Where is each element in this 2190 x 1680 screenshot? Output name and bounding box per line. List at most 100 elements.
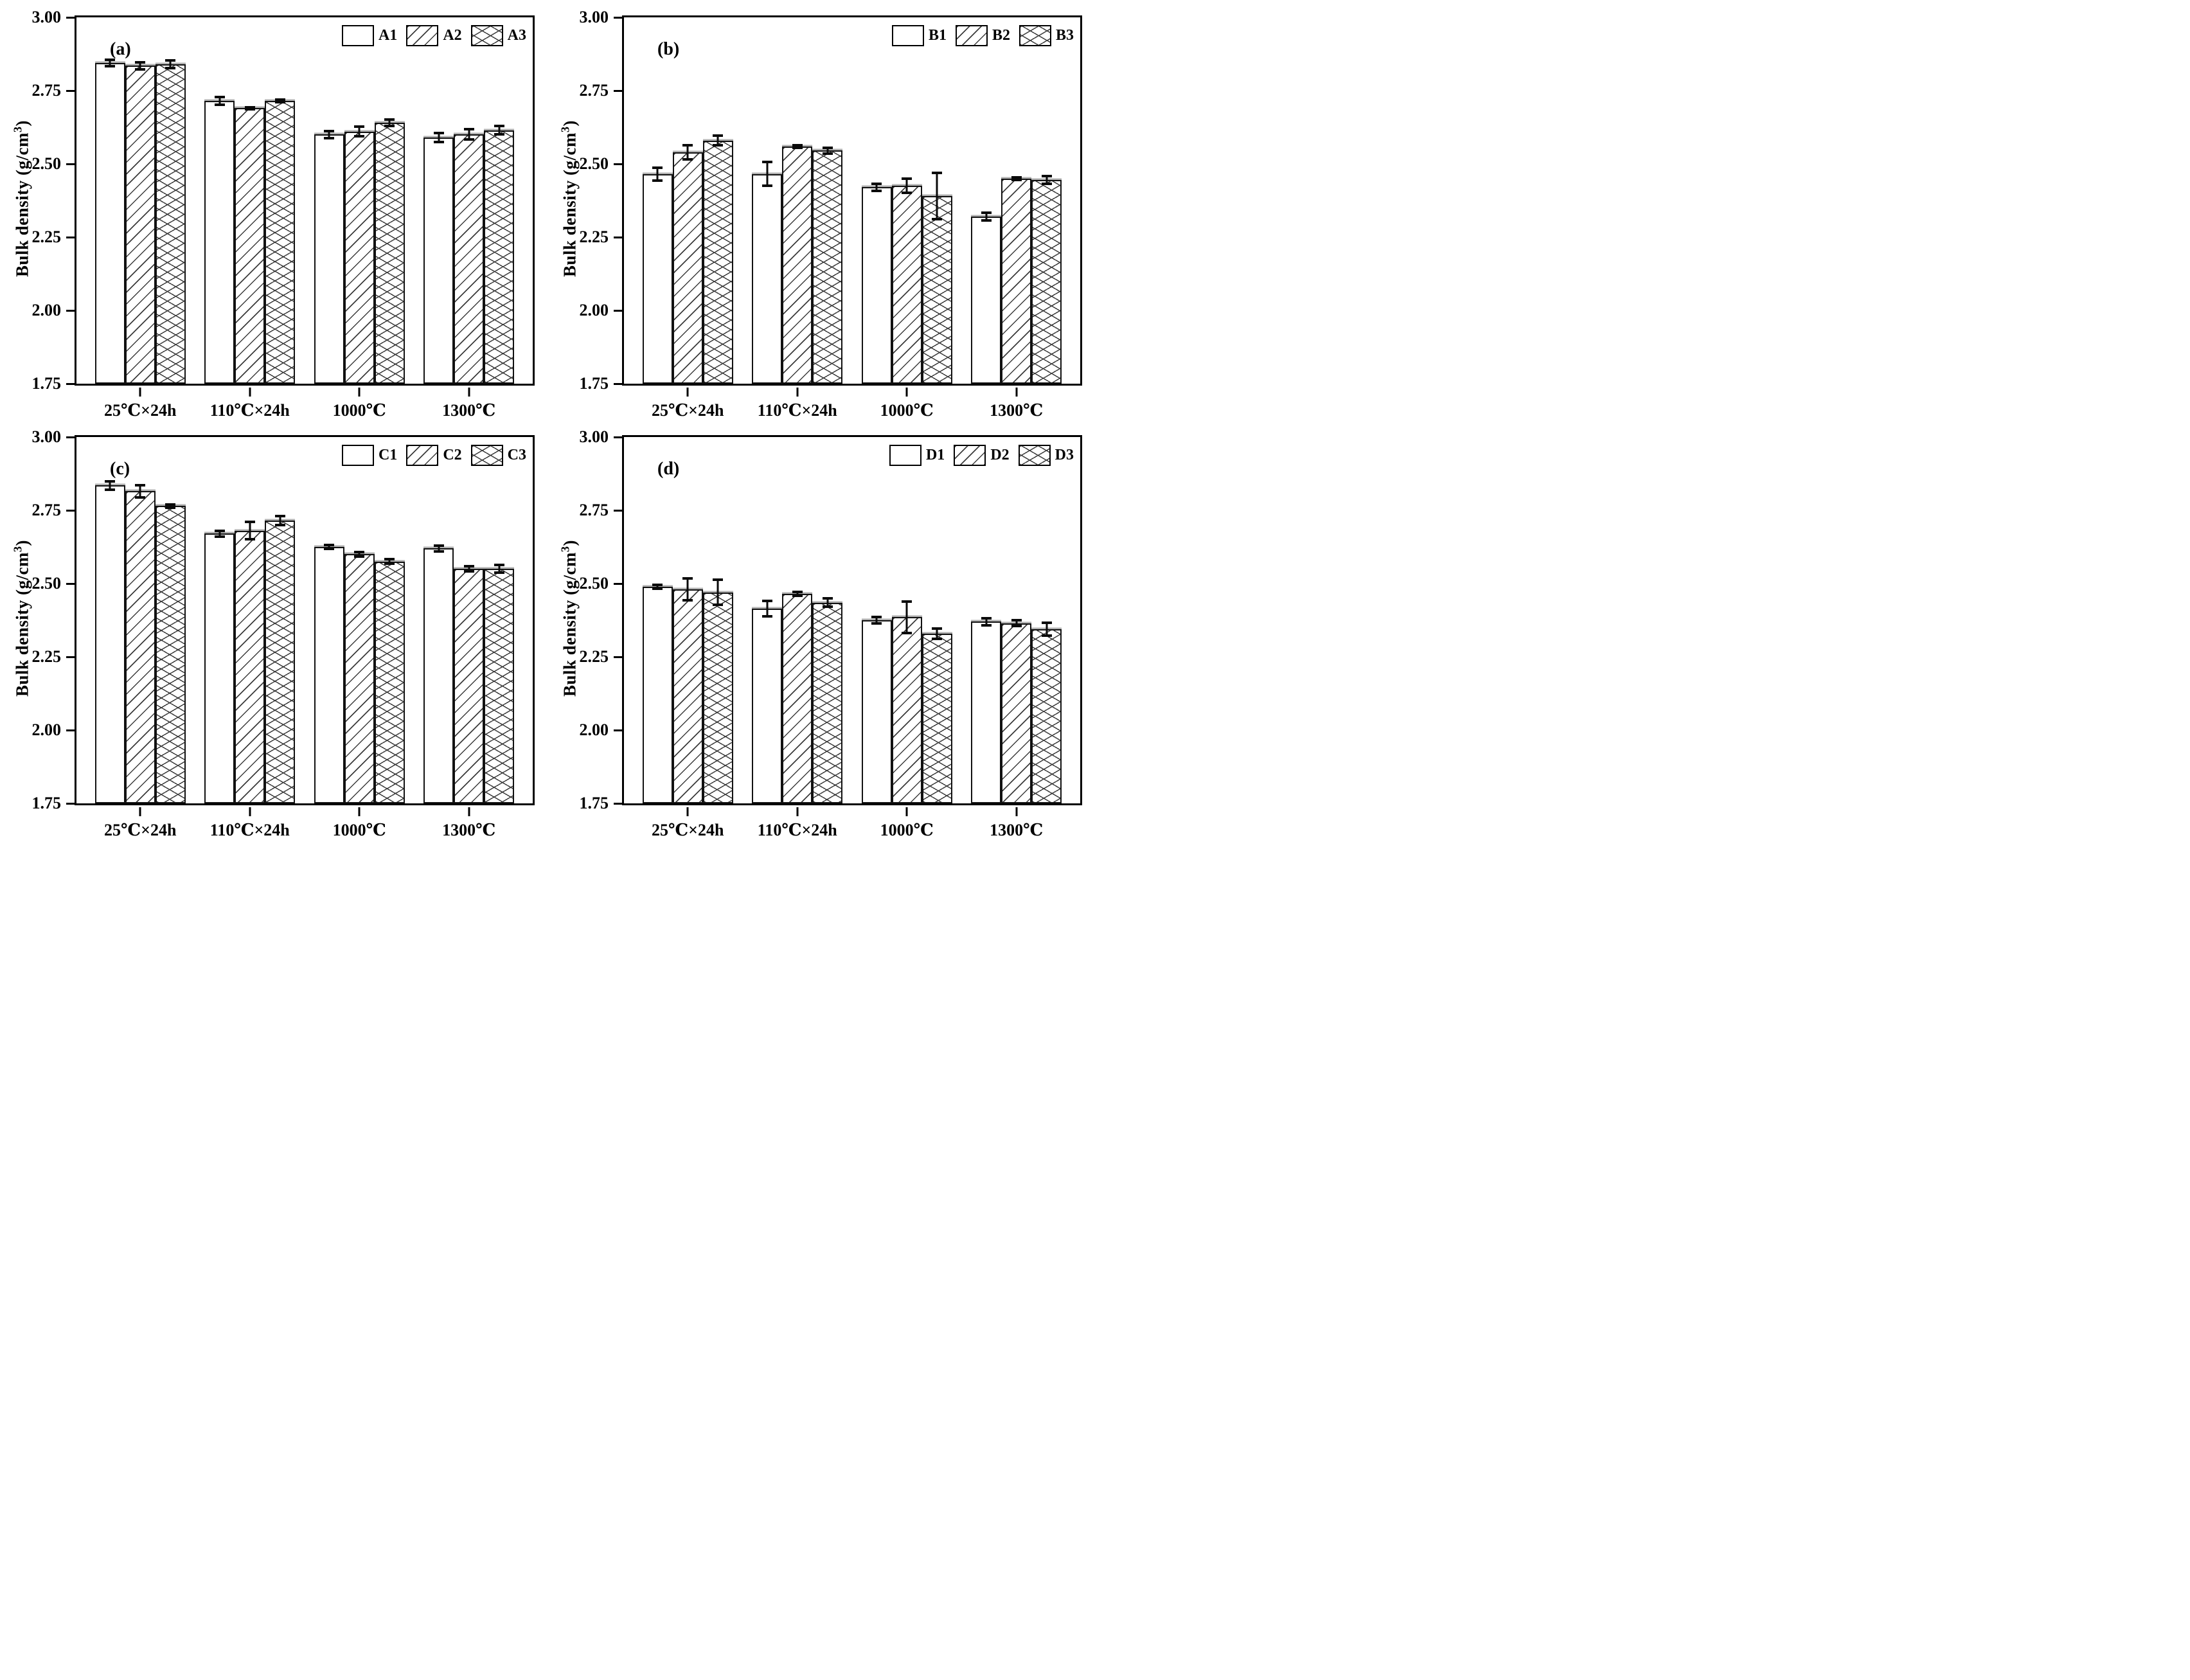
bar-slot xyxy=(454,17,485,384)
y-axis-label-text: Bulk density (g/cm xyxy=(12,551,32,697)
error-bar-cap-top xyxy=(932,172,943,175)
category-group: 25℃×24h xyxy=(85,17,195,420)
error-bar-line xyxy=(328,129,330,140)
category-group: 1300℃ xyxy=(414,437,524,839)
y-tick-mark xyxy=(614,382,622,385)
bar-slot xyxy=(1001,437,1032,803)
y-tick-mark xyxy=(66,509,75,512)
error-bar-cap-top xyxy=(792,143,803,147)
error-bar xyxy=(235,106,265,111)
panel-a: Bulk density (g/cm3) 3.00 2.75 2.50 2.25 2.0… xyxy=(0,0,548,420)
error-bar-line xyxy=(438,132,440,143)
error-bar xyxy=(703,134,733,147)
error-bar-cap-top xyxy=(354,550,365,553)
error-bar xyxy=(95,58,125,67)
error-bar-line xyxy=(388,118,391,128)
bar-C3 xyxy=(484,569,515,803)
error-bar xyxy=(125,483,156,499)
legend-entry-C1: C1 xyxy=(341,445,397,466)
bar-C1 xyxy=(314,547,344,803)
error-bar-cap-bottom xyxy=(105,488,116,491)
error-bar-cap-bottom xyxy=(902,631,912,634)
legend-label: D1 xyxy=(925,447,945,463)
bar-slot xyxy=(1001,17,1032,384)
y-tick-label: 2.25 xyxy=(579,228,609,246)
bar-D1 xyxy=(861,620,892,803)
x-tick-mark xyxy=(249,807,251,816)
error-bar-cap-top xyxy=(902,600,912,603)
error-bar xyxy=(812,597,842,608)
error-bar xyxy=(235,521,265,541)
error-bar-cap-bottom xyxy=(354,555,365,558)
bar-slot xyxy=(204,17,235,384)
error-bar-line xyxy=(717,134,719,147)
x-tick-mark xyxy=(249,388,251,397)
error-bar-cap-top xyxy=(324,543,335,546)
error-bar-cap-top xyxy=(652,166,663,170)
bar-slot xyxy=(921,437,952,803)
plot-area: 3.00 2.75 2.50 2.25 2.00 1.75 (b) B1 B2 B3 25℃×24h… xyxy=(580,9,1082,420)
y-tick-mark xyxy=(66,163,75,165)
error-bar-cap-bottom xyxy=(822,605,833,608)
error-bar-line xyxy=(1015,175,1018,181)
error-bar-line xyxy=(875,183,878,192)
category-group: 25℃×24h xyxy=(633,437,743,839)
panel-letter: (b) xyxy=(657,39,680,59)
y-tick-mark xyxy=(66,382,75,385)
x-category-label: 1000℃ xyxy=(332,401,386,420)
legend-label: D2 xyxy=(990,447,1010,463)
y-tick-mark xyxy=(66,236,75,238)
legend: B1 B2 B3 xyxy=(891,25,1074,46)
bar-D1 xyxy=(971,621,1002,803)
error-bar-cap-bottom xyxy=(871,621,882,625)
error-bar-line xyxy=(656,166,659,182)
x-category-label: 25℃×24h xyxy=(652,401,724,420)
error-bar-cap-bottom xyxy=(1041,183,1052,186)
x-tick-mark xyxy=(796,388,799,397)
error-bar xyxy=(922,172,952,221)
error-bar xyxy=(95,479,125,491)
bar-A1 xyxy=(204,100,235,384)
error-bar xyxy=(812,146,842,156)
panel-d: Bulk density (g/cm3) 3.00 2.75 2.50 2.25 2.0… xyxy=(548,420,1095,839)
y-tick-mark xyxy=(614,309,622,312)
bar-C2 xyxy=(454,569,485,803)
error-bar-line xyxy=(438,544,440,553)
bar-slot xyxy=(782,437,813,803)
error-bar-cap-bottom xyxy=(494,133,504,136)
error-bar-line xyxy=(985,211,988,222)
bar-slot xyxy=(921,17,952,384)
error-bar-line xyxy=(717,578,719,607)
bar-C1 xyxy=(204,533,235,803)
bar-B3 xyxy=(1031,180,1062,384)
category-group: 25℃×24h xyxy=(633,17,743,420)
y-tick-label: 2.00 xyxy=(579,301,609,319)
error-bar-line xyxy=(218,95,221,107)
error-bar-cap-bottom xyxy=(274,100,285,103)
error-bar-line xyxy=(498,564,501,574)
error-bar-cap-bottom xyxy=(433,140,444,143)
error-bar-cap-top xyxy=(463,565,474,568)
y-tick-label: 1.75 xyxy=(31,794,62,812)
x-category-label: 110℃×24h xyxy=(757,821,837,839)
error-bar-line xyxy=(468,565,470,573)
category-group: 110℃×24h xyxy=(743,437,853,839)
error-bar-line xyxy=(766,599,769,618)
error-bar-line xyxy=(1015,619,1018,627)
bar-B3 xyxy=(812,150,843,384)
error-bar-cap-top xyxy=(274,98,285,102)
error-bar-line xyxy=(328,543,330,551)
error-bar-line xyxy=(905,600,908,634)
bar-D2 xyxy=(672,589,703,803)
error-bar xyxy=(673,576,703,602)
error-bar-cap-top xyxy=(214,529,225,532)
x-category-label: 1000℃ xyxy=(880,401,934,420)
bar-D2 xyxy=(891,617,922,803)
x-tick-mark xyxy=(468,388,470,397)
x-category-label: 1000℃ xyxy=(880,821,934,839)
y-tick-mark xyxy=(614,16,622,19)
plain-swatch-icon xyxy=(341,25,374,46)
y-tick-label: 1.75 xyxy=(579,794,609,812)
bar-slot xyxy=(94,17,125,384)
bar-A3 xyxy=(155,64,186,384)
